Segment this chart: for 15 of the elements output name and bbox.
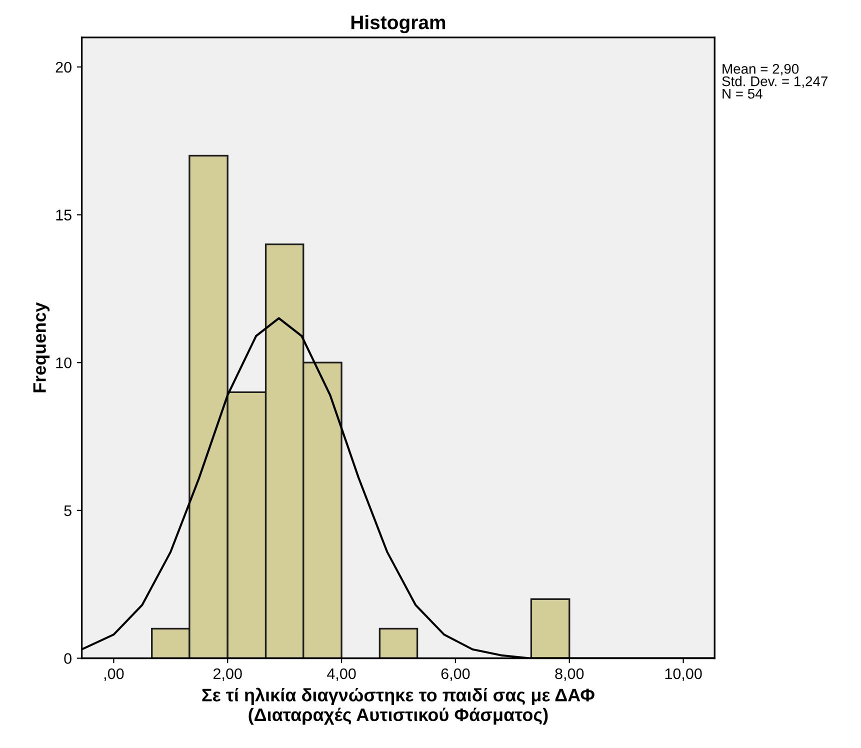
y-tick-label: 5	[64, 505, 72, 516]
x-tick-label: 2,00	[214, 668, 242, 681]
text: Mean = 2,90 Std. Dev. = 1,247 N = 54	[722, 64, 828, 99]
y-axis-title: Frequency	[33, 302, 50, 392]
y-tick-label: 15	[56, 210, 72, 220]
x-tick-label: ,00	[104, 668, 124, 681]
x-tick-label: 8,00	[555, 668, 584, 681]
x-tick-label: 4,00	[327, 668, 356, 681]
x-axis-title: Σε τί ηλικία διαγνώστηκε το παιδί σας με ΔΑΦ (Διαταραχές Αυτιστικού Φάσματος)	[202, 688, 594, 725]
x-tick-label: 6,00	[441, 668, 470, 681]
y-tick-label: 20	[56, 62, 72, 73]
chart-title: Histogram	[351, 14, 446, 34]
y-tick-label: 10	[56, 357, 72, 368]
x-tick-label: 10,00	[665, 668, 702, 681]
y-tick-label: 0	[64, 653, 72, 664]
